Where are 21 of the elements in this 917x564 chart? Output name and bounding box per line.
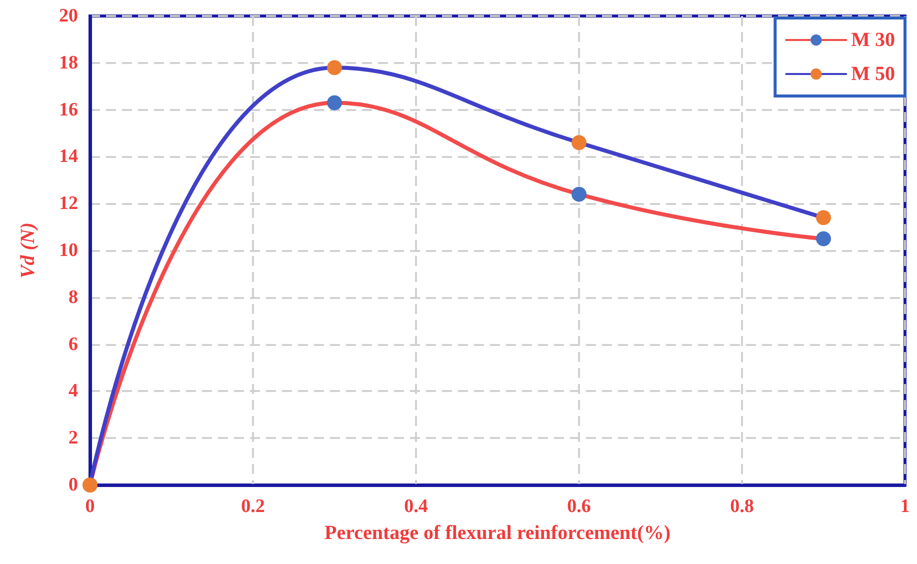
legend-label: M 50 bbox=[851, 63, 896, 85]
y-tick-label: 14 bbox=[59, 146, 78, 168]
y-tick-label: 0 bbox=[68, 474, 78, 496]
y-tick-label: 6 bbox=[68, 334, 78, 355]
y-tick-label: 2 bbox=[68, 428, 78, 449]
x-tick-label: 0.2 bbox=[241, 496, 265, 517]
legend-label: M 30 bbox=[851, 29, 896, 51]
x-tick-label: 1 bbox=[900, 496, 910, 517]
y-tick-label: 8 bbox=[68, 286, 78, 308]
y-axis-title: Vd (N) bbox=[17, 222, 39, 279]
y-tick-label: 4 bbox=[68, 380, 78, 402]
x-tick-label: 0.4 bbox=[404, 496, 428, 517]
x-tick-label: 0.8 bbox=[730, 496, 754, 517]
y-tick-label: 10 bbox=[59, 240, 78, 261]
x-tick-label: 0 bbox=[85, 496, 95, 517]
y-tick-label: 12 bbox=[59, 193, 78, 214]
y-tick-label: 18 bbox=[59, 52, 78, 74]
x-tick-label: 0.6 bbox=[567, 496, 591, 517]
y-tick-label: 20 bbox=[59, 6, 78, 26]
y-tick-label: 16 bbox=[59, 99, 78, 120]
x-axis-title: Percentage of flexural reinforcement(%) bbox=[324, 522, 670, 544]
